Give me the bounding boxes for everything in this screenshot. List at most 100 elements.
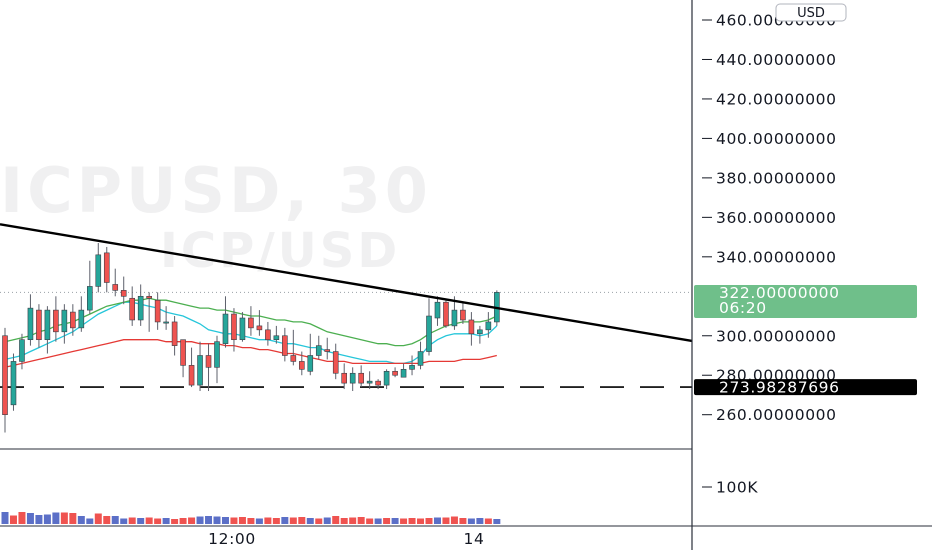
volume-bar xyxy=(400,518,408,524)
volume-bar xyxy=(69,513,77,524)
volume-bar xyxy=(162,518,170,524)
volume-bar xyxy=(196,516,204,524)
volume-bar xyxy=(306,518,314,524)
candles xyxy=(2,243,500,433)
watermark-symbol: ICPUSD, 30 xyxy=(0,154,432,227)
candle xyxy=(315,335,322,360)
candle xyxy=(417,341,424,370)
candle-body-up xyxy=(366,380,373,384)
volume-bar xyxy=(60,512,68,524)
volume-bar xyxy=(137,518,145,524)
candle xyxy=(468,312,475,346)
candle xyxy=(477,325,483,344)
candle-body-down xyxy=(341,372,348,384)
candle xyxy=(188,347,195,388)
candle-body-up xyxy=(307,355,314,372)
candle-body-down xyxy=(460,309,466,321)
price-tick-label: 400.00000000 xyxy=(716,130,837,148)
volume-bar xyxy=(128,517,136,524)
candle xyxy=(248,306,254,336)
volume-bar xyxy=(264,517,272,524)
candle xyxy=(349,367,356,392)
candle xyxy=(460,302,466,324)
candle xyxy=(485,312,492,338)
candle-body-down xyxy=(53,309,59,333)
volume-bar xyxy=(255,518,263,524)
level-price-badge xyxy=(694,379,917,396)
candle-body-down xyxy=(248,317,254,329)
volume-bar xyxy=(171,519,179,524)
price-scale[interactable]: 460.00000000440.00000000420.00000000400.… xyxy=(702,12,837,497)
volume-bar xyxy=(35,515,43,524)
candle-body-up xyxy=(163,321,169,324)
candle xyxy=(426,298,432,356)
candle-body-up xyxy=(87,286,93,311)
candle xyxy=(36,304,42,348)
candle-body-down xyxy=(256,325,263,331)
volume-bar xyxy=(417,518,425,524)
volume-bar xyxy=(179,518,187,524)
candle-body-down xyxy=(468,319,475,335)
candle xyxy=(27,294,34,346)
price-tick-label: 360.00000000 xyxy=(716,209,837,227)
volume-bar xyxy=(86,518,94,524)
candle-body-up xyxy=(61,309,68,333)
volume-bar xyxy=(77,516,85,524)
candle xyxy=(95,243,102,293)
candle-body-up xyxy=(273,335,280,341)
candle xyxy=(197,341,203,392)
candle-body-up xyxy=(10,361,17,406)
ema-slow-line xyxy=(4,339,497,368)
candle-body-up xyxy=(477,329,483,335)
candle-body-down xyxy=(282,335,288,356)
price-tick-label: 420.00000000 xyxy=(716,90,837,108)
candle xyxy=(307,333,314,376)
volume-bar xyxy=(425,518,433,524)
candle xyxy=(282,327,288,362)
candle xyxy=(205,343,212,392)
currency-label[interactable]: USD xyxy=(797,6,825,21)
candle-body-down xyxy=(129,297,135,321)
bar-countdown: 06:20 xyxy=(719,299,767,317)
volume-bar xyxy=(43,514,51,524)
price-tick-label: 440.00000000 xyxy=(716,51,837,69)
candle xyxy=(443,300,449,328)
candle xyxy=(163,306,169,330)
candle-body-down xyxy=(290,355,297,362)
volume-tick-label: 100K xyxy=(716,479,758,497)
candle-body-down xyxy=(171,321,178,346)
volume-bar xyxy=(493,519,501,524)
candle xyxy=(392,367,398,378)
volume-bar xyxy=(188,517,196,524)
candle xyxy=(298,351,305,376)
candle xyxy=(19,333,25,370)
trendline[interactable] xyxy=(0,223,693,343)
symbol-watermark: ICPUSD, 30 ICP/USD xyxy=(0,154,432,279)
current-price-badge xyxy=(694,285,917,318)
volume-bar xyxy=(433,517,441,524)
volume-bar xyxy=(18,512,26,524)
volume-bar xyxy=(281,517,289,524)
candle xyxy=(2,327,8,433)
volume-bar xyxy=(323,517,331,524)
time-scale[interactable]: 12:00 14 xyxy=(208,530,484,548)
watermark-pair: ICP/USD xyxy=(160,223,400,279)
volume-bar xyxy=(298,517,306,524)
candle-body-down xyxy=(146,295,152,299)
candle-body-down xyxy=(358,372,364,384)
volume-bar xyxy=(247,518,255,524)
volume-bar xyxy=(52,512,60,524)
candle xyxy=(180,339,186,378)
volume-bar xyxy=(238,517,246,524)
volume-bar xyxy=(111,516,119,524)
volume-bar xyxy=(442,517,450,524)
volume-bar xyxy=(94,513,102,524)
candle xyxy=(341,363,348,390)
price-tick-label: 340.00000000 xyxy=(716,248,837,266)
volume-bar xyxy=(315,518,323,524)
candle-body-up xyxy=(197,355,203,386)
candle-body-down xyxy=(298,361,305,370)
candle xyxy=(273,325,280,344)
candle xyxy=(375,379,381,390)
